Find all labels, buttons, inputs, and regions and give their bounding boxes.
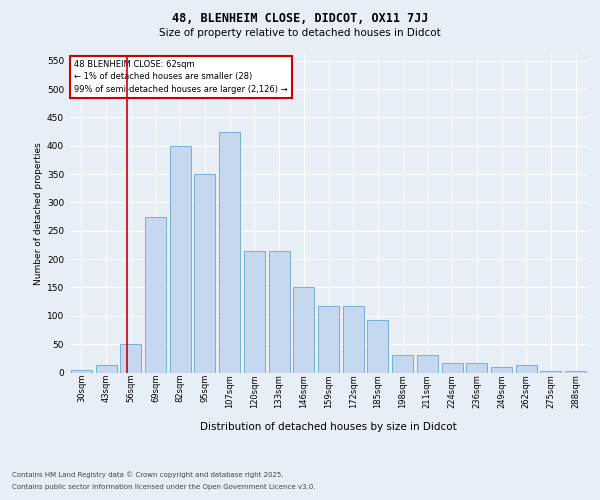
Bar [392, 356, 413, 372]
Bar [293, 288, 314, 372]
Bar [194, 174, 215, 372]
Bar [95, 365, 116, 372]
Bar [219, 132, 240, 372]
Text: Distribution of detached houses by size in Didcot: Distribution of detached houses by size … [200, 422, 457, 432]
Bar [71, 370, 92, 372]
Bar [565, 371, 586, 372]
Text: Contains HM Land Registry data © Crown copyright and database right 2025.: Contains HM Land Registry data © Crown c… [12, 471, 284, 478]
Bar [318, 306, 339, 372]
Text: 48 BLENHEIM CLOSE: 62sqm
← 1% of detached houses are smaller (28)
99% of semi-de: 48 BLENHEIM CLOSE: 62sqm ← 1% of detache… [74, 60, 288, 94]
Bar [269, 250, 290, 372]
Bar [244, 250, 265, 372]
Bar [145, 216, 166, 372]
Text: Contains public sector information licensed under the Open Government Licence v3: Contains public sector information licen… [12, 484, 316, 490]
Bar [343, 306, 364, 372]
Bar [170, 146, 191, 372]
Bar [442, 363, 463, 372]
Bar [491, 367, 512, 372]
Text: Size of property relative to detached houses in Didcot: Size of property relative to detached ho… [159, 28, 441, 38]
Bar [516, 365, 537, 372]
Bar [417, 356, 438, 372]
Bar [367, 320, 388, 372]
Bar [120, 344, 141, 372]
Y-axis label: Number of detached properties: Number of detached properties [34, 142, 43, 285]
Text: 48, BLENHEIM CLOSE, DIDCOT, OX11 7JJ: 48, BLENHEIM CLOSE, DIDCOT, OX11 7JJ [172, 12, 428, 26]
Bar [466, 363, 487, 372]
